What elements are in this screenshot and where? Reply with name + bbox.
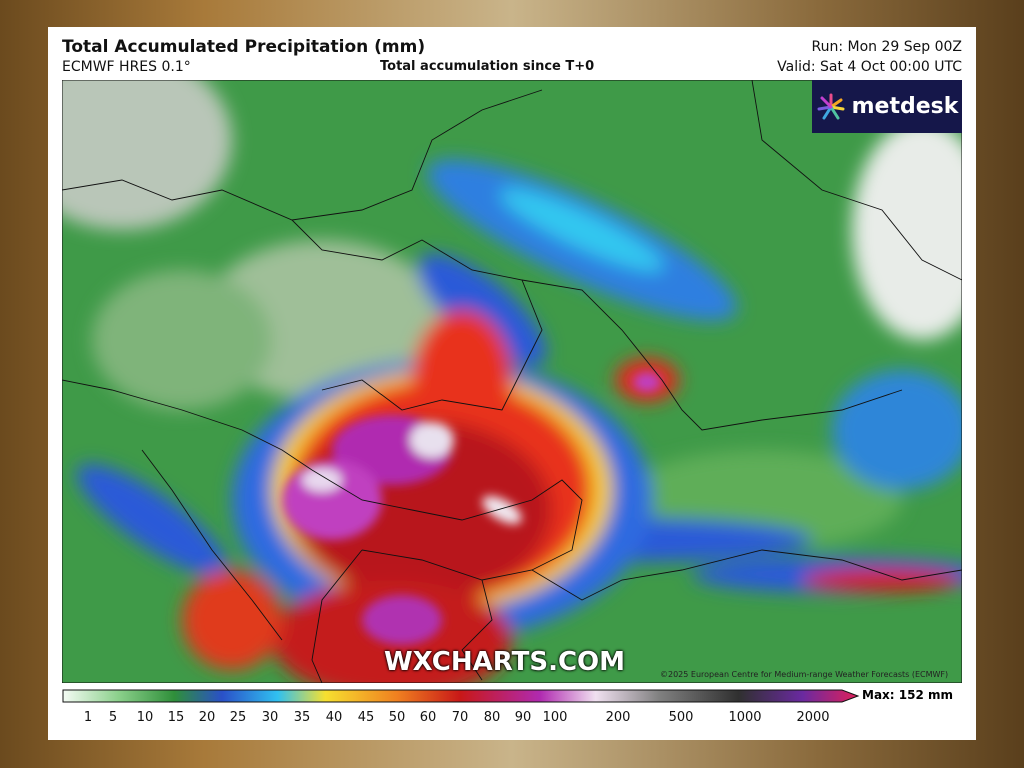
colorbar-label: 500 bbox=[668, 710, 694, 725]
colorbar-label: 50 bbox=[388, 710, 406, 725]
model: ECMWF HRES 0.1° bbox=[62, 59, 191, 75]
colorbar-label: 90 bbox=[514, 710, 532, 725]
accumulation: Total accumulation since T+0 bbox=[380, 59, 595, 74]
max-value: Max: 152 mm bbox=[862, 688, 953, 702]
precip-map bbox=[62, 80, 962, 683]
logo-icon bbox=[817, 93, 845, 119]
colorbar-label: 45 bbox=[357, 710, 375, 725]
run-time: Run: Mon 29 Sep 00Z bbox=[811, 39, 963, 55]
colorbar-label: 70 bbox=[451, 710, 469, 725]
colorbar-label: 1000 bbox=[728, 710, 762, 725]
colorbar-label: 2000 bbox=[796, 710, 830, 725]
colorbar-label: 30 bbox=[261, 710, 279, 725]
chart-card: Total Accumulated Precipitation (mm) ECM… bbox=[48, 27, 976, 740]
colorbar-label: 15 bbox=[167, 710, 185, 725]
colorbar-label: 20 bbox=[198, 710, 216, 725]
valid-time: Valid: Sat 4 Oct 00:00 UTC bbox=[777, 59, 962, 75]
colorbar-label: 5 bbox=[108, 710, 118, 725]
colorbar-label: 200 bbox=[605, 710, 631, 725]
watermark: WXCHARTS.COM bbox=[384, 647, 626, 677]
logo-text: metdesk bbox=[851, 94, 959, 119]
colorbar bbox=[62, 689, 860, 703]
colorbar-label: 100 bbox=[542, 710, 568, 725]
colorbar-label: 10 bbox=[136, 710, 154, 725]
colorbar-label: 80 bbox=[483, 710, 501, 725]
colorbar-label: 1 bbox=[83, 710, 93, 725]
colorbar-label: 35 bbox=[293, 710, 311, 725]
colorbar-label: 60 bbox=[419, 710, 437, 725]
logo: metdesk bbox=[812, 80, 962, 133]
colorbar-label: 40 bbox=[325, 710, 343, 725]
title: Total Accumulated Precipitation (mm) bbox=[62, 37, 426, 57]
colorbar-label: 25 bbox=[229, 710, 247, 725]
copyright: ©2025 European Centre for Medium-range W… bbox=[660, 670, 949, 679]
